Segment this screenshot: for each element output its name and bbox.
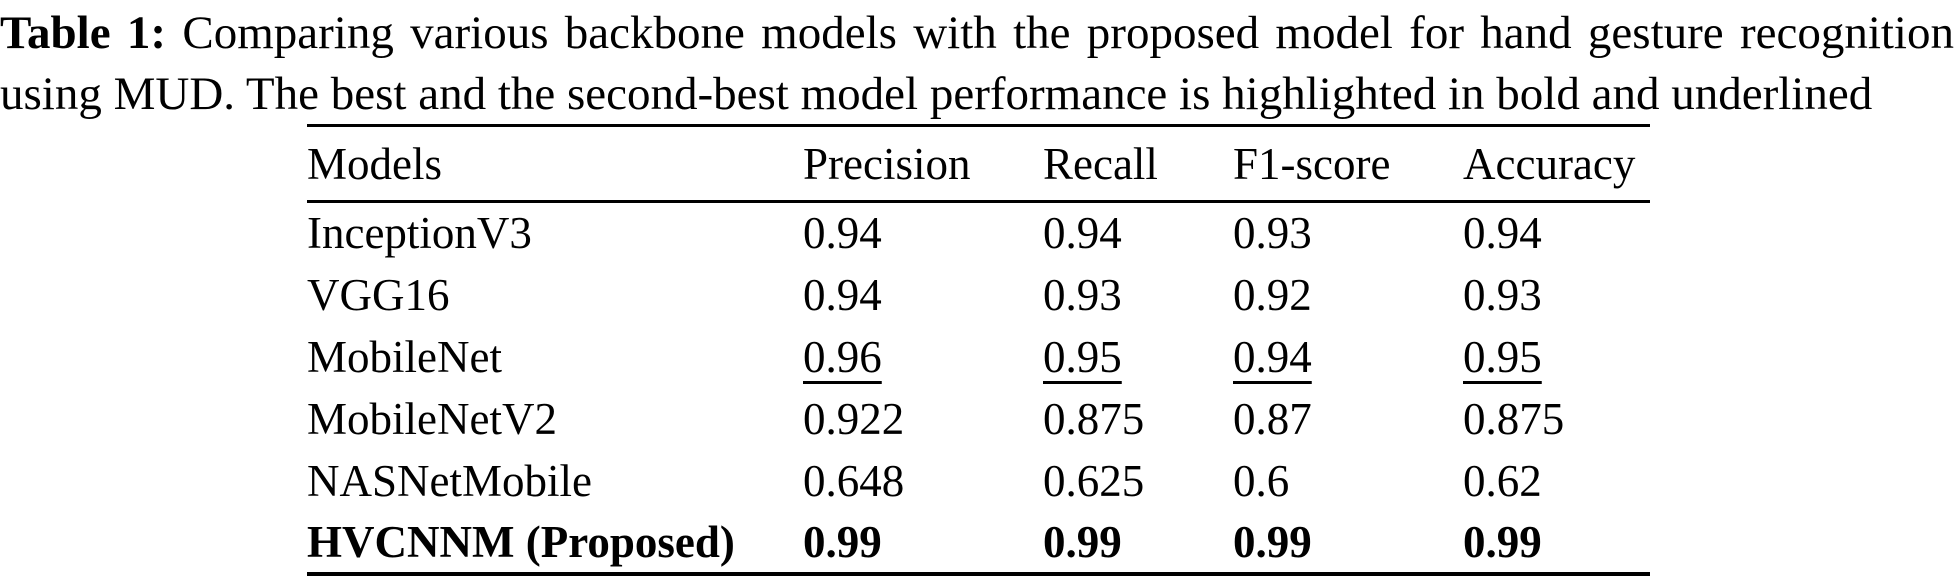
recall-cell: 0.94 <box>1043 208 1122 259</box>
column-header-f1-score: F1-score <box>1233 138 1391 189</box>
results-table-wrapper: Models Precision Recall F1-score Accurac… <box>307 124 1650 576</box>
table-row-mobilenet-second-best: MobileNet 0.96 0.95 0.94 0.95 <box>307 326 1650 388</box>
model-name-cell: InceptionV3 <box>307 208 532 259</box>
recall-cell: 0.93 <box>1043 269 1122 320</box>
table-row-mobilenetv2: MobileNetV2 0.922 0.875 0.87 0.875 <box>307 388 1650 450</box>
accuracy-cell: 0.99 <box>1463 516 1542 567</box>
table-caption: Table 1: Comparing various backbone mode… <box>0 3 1954 125</box>
column-header-recall: Recall <box>1043 138 1158 189</box>
column-header-models: Models <box>307 138 442 189</box>
accuracy-cell: 0.94 <box>1463 208 1542 259</box>
f1-score-cell: 0.94 <box>1233 331 1312 382</box>
f1-score-cell: 0.92 <box>1233 269 1312 320</box>
caption-text-2: using MUD. The best and the second-best … <box>0 68 1873 120</box>
column-header-precision: Precision <box>803 138 971 189</box>
model-name-cell: VGG16 <box>307 269 450 320</box>
recall-cell: 0.625 <box>1043 455 1145 506</box>
f1-score-cell: 0.99 <box>1233 516 1312 567</box>
recall-cell: 0.95 <box>1043 331 1122 382</box>
results-table: Models Precision Recall F1-score Accurac… <box>307 124 1650 576</box>
precision-cell: 0.94 <box>803 269 882 320</box>
f1-score-cell: 0.93 <box>1233 208 1312 259</box>
table-row-vgg16: VGG16 0.94 0.93 0.92 0.93 <box>307 264 1650 326</box>
recall-cell: 0.875 <box>1043 393 1145 444</box>
table-row-hvcnnm-proposed-best: HVCNNM (Proposed) 0.99 0.99 0.99 0.99 <box>307 512 1650 574</box>
precision-cell: 0.922 <box>803 393 905 444</box>
model-name-cell: HVCNNM (Proposed) <box>307 516 735 567</box>
model-name-cell: MobileNetV2 <box>307 393 557 444</box>
column-header-accuracy: Accuracy <box>1463 138 1636 189</box>
accuracy-cell: 0.875 <box>1463 393 1565 444</box>
accuracy-cell: 0.93 <box>1463 269 1542 320</box>
table-header-row: Models Precision Recall F1-score Accurac… <box>307 126 1650 202</box>
precision-cell: 0.99 <box>803 516 882 567</box>
accuracy-cell: 0.62 <box>1463 455 1542 506</box>
precision-cell: 0.96 <box>803 331 882 382</box>
f1-score-cell: 0.6 <box>1233 455 1290 506</box>
precision-cell: 0.94 <box>803 208 882 259</box>
accuracy-cell: 0.95 <box>1463 331 1542 382</box>
caption-text-1: Comparing various backbone models with t… <box>182 7 1954 59</box>
caption-line-2: using MUD. The best and the second-best … <box>0 64 1954 125</box>
model-name-cell: MobileNet <box>307 331 502 382</box>
table-row-nasnetmobile: NASNetMobile 0.648 0.625 0.6 0.62 <box>307 450 1650 512</box>
caption-label: Table 1: <box>0 7 167 59</box>
table-row-inceptionv3: InceptionV3 0.94 0.94 0.93 0.94 <box>307 202 1650 264</box>
model-name-cell: NASNetMobile <box>307 455 592 506</box>
caption-line-1: Table 1: Comparing various backbone mode… <box>0 3 1954 64</box>
f1-score-cell: 0.87 <box>1233 393 1312 444</box>
precision-cell: 0.648 <box>803 455 905 506</box>
recall-cell: 0.99 <box>1043 516 1122 567</box>
